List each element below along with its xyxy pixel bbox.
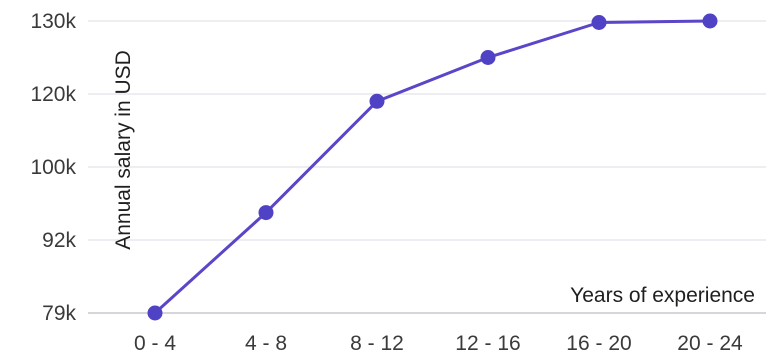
x-tick-label: 20 - 24 <box>677 332 743 355</box>
x-tick-label: 4 - 8 <box>245 332 287 355</box>
data-point <box>702 13 718 29</box>
x-axis-title: Years of experience <box>570 284 755 307</box>
data-point <box>147 305 163 321</box>
series-line <box>153 19 712 315</box>
data-point <box>591 15 607 30</box>
data-point <box>258 205 274 221</box>
x-axis-tick-labels: 0 - 4 4 - 8 8 - 12 12 - 16 16 - 20 20 - 24 <box>134 332 743 355</box>
gridlines <box>88 20 766 314</box>
y-tick-label: 100k <box>30 156 76 179</box>
y-axis-title: Annual salary in USD <box>112 50 135 250</box>
data-point <box>369 93 385 109</box>
x-tick-label: 0 - 4 <box>134 332 176 355</box>
x-tick-label: 16 - 20 <box>566 332 631 355</box>
data-point <box>480 50 496 65</box>
y-tick-label: 92k <box>42 229 76 252</box>
y-tick-label: 130k <box>30 10 76 33</box>
x-tick-label: 8 - 12 <box>350 332 404 355</box>
data-series <box>147 13 718 321</box>
y-axis-tick-labels: 79k 92k 100k 120k 130k <box>30 10 76 325</box>
x-tick-label: 12 - 16 <box>455 332 520 355</box>
y-tick-label: 120k <box>30 83 76 106</box>
y-tick-label: 79k <box>42 302 76 325</box>
